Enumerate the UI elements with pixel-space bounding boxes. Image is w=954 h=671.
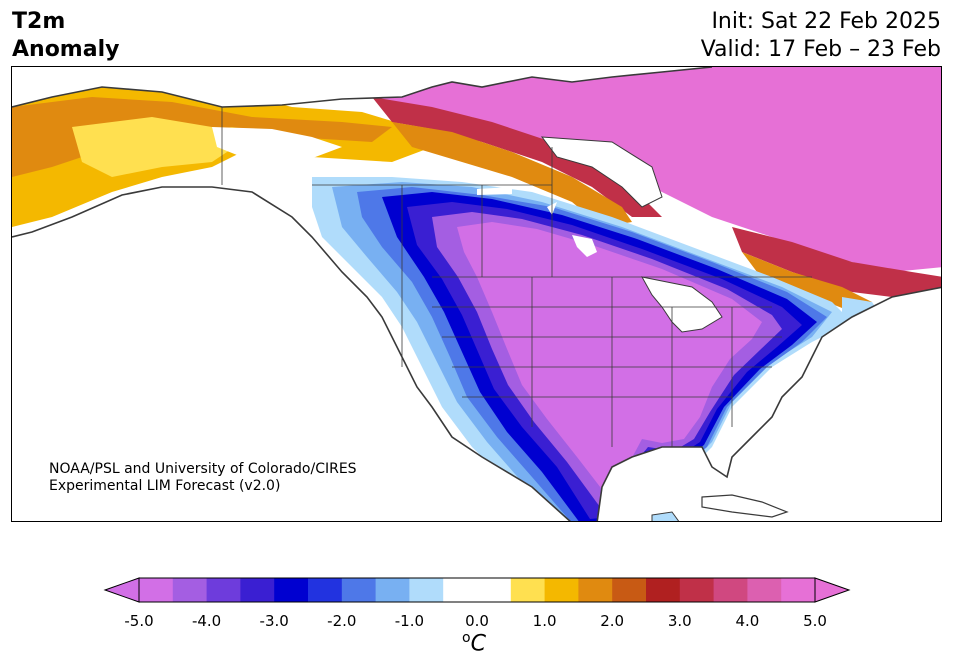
coastline <box>12 67 941 521</box>
title-line2: Anomaly <box>12 37 120 62</box>
colorbar-cells <box>139 578 816 602</box>
colorbar-cell <box>139 578 174 602</box>
colorbar-tick-label: 2.0 <box>600 612 625 630</box>
lake-manitoba <box>572 235 597 257</box>
credit-block: NOAA/PSL and University of Colorado/CIRE… <box>49 461 357 495</box>
colorbar-cell <box>308 578 343 602</box>
colorbar-cell <box>274 578 309 602</box>
colorbar-frame <box>138 577 816 603</box>
credit-line2: Experimental LIM Forecast (v2.0) <box>49 478 281 494</box>
cuba-outline <box>701 494 789 518</box>
title-line1: T2m <box>12 9 66 34</box>
colorbar-cell <box>510 578 546 602</box>
map-panel <box>11 66 942 522</box>
colorbar-tick-label: -3.0 <box>259 612 289 630</box>
title-block: T2m Anomaly <box>12 8 119 64</box>
anomaly-map <box>12 67 941 521</box>
lake-athabasca <box>477 187 512 195</box>
political-borders <box>221 107 812 447</box>
great-lakes <box>641 276 723 333</box>
colorbar-cell <box>443 578 478 602</box>
colorbar <box>103 577 851 603</box>
anomaly-fill <box>12 67 941 521</box>
colorbar-tick-label: 1.0 <box>532 612 557 630</box>
colorbar-unit: oC <box>462 630 486 656</box>
colorbar-cell <box>679 578 715 602</box>
colorbar-cell <box>477 578 512 602</box>
colorbar-min-arrow <box>103 577 140 603</box>
colorbar-tick-label: 5.0 <box>803 612 827 630</box>
colorbar-cell <box>781 578 816 602</box>
colorbar-cell <box>341 578 377 602</box>
colorbar-tick-label: -4.0 <box>191 612 222 630</box>
valid-range: Valid: 17 Feb – 23 Feb <box>700 37 941 62</box>
colorbar-tick-label: -5.0 <box>124 612 154 630</box>
unit-celsius: C <box>470 631 486 657</box>
colorbar-cell <box>375 578 410 602</box>
colorbar-cell <box>206 578 241 602</box>
colorbar-cell <box>578 578 613 602</box>
colorbar-tick-label: 0.0 <box>465 612 489 630</box>
colorbar-cell <box>409 578 444 602</box>
colorbar-max-arrow <box>814 577 851 603</box>
init-date: Init: Sat 22 Feb 2025 <box>711 9 941 34</box>
unit-degree: o <box>462 630 471 646</box>
colorbar-cell <box>713 578 748 602</box>
colorbar-tick-label: -1.0 <box>394 612 425 630</box>
colorbar-tick-label: 4.0 <box>735 612 760 630</box>
colorbar-cell <box>612 578 647 602</box>
credit-line1: NOAA/PSL and University of Colorado/CIRE… <box>49 461 357 477</box>
colorbar-cell <box>646 578 681 602</box>
colorbar-tick-label: 3.0 <box>667 612 692 630</box>
colorbar-cell <box>240 578 275 602</box>
hudson-bay <box>540 136 663 208</box>
colorbar-cell <box>172 578 208 602</box>
colorbar-cell <box>747 578 782 602</box>
yucatan-outline <box>651 511 680 521</box>
colorbar-tick-label: -2.0 <box>327 612 357 630</box>
date-block: Init: Sat 22 Feb 2025 Valid: 17 Feb – 23… <box>701 8 941 64</box>
colorbar-cell <box>544 578 579 602</box>
